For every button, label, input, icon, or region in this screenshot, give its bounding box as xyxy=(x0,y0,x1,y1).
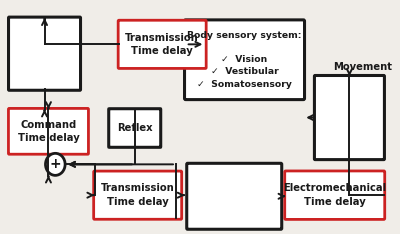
FancyBboxPatch shape xyxy=(109,109,161,147)
FancyBboxPatch shape xyxy=(314,76,384,160)
FancyBboxPatch shape xyxy=(8,17,80,90)
FancyBboxPatch shape xyxy=(118,20,206,68)
FancyBboxPatch shape xyxy=(184,20,304,100)
FancyBboxPatch shape xyxy=(285,171,385,219)
Text: Command
Time delay: Command Time delay xyxy=(18,120,79,143)
FancyBboxPatch shape xyxy=(187,163,282,229)
FancyBboxPatch shape xyxy=(94,171,182,219)
Text: Electromechanical
Time delay: Electromechanical Time delay xyxy=(283,183,386,207)
Text: Body sensory system:

✓  Vision
✓  Vestibular
✓  Somatosensory: Body sensory system: ✓ Vision ✓ Vestibul… xyxy=(187,31,302,88)
Text: Reflex: Reflex xyxy=(117,123,152,133)
Circle shape xyxy=(46,153,65,175)
Text: Transmission
Time delay: Transmission Time delay xyxy=(125,33,199,56)
Text: +: + xyxy=(50,157,61,171)
Text: Transmission
Time delay: Transmission Time delay xyxy=(101,183,174,207)
FancyBboxPatch shape xyxy=(8,108,88,154)
Text: Movement: Movement xyxy=(333,62,392,73)
